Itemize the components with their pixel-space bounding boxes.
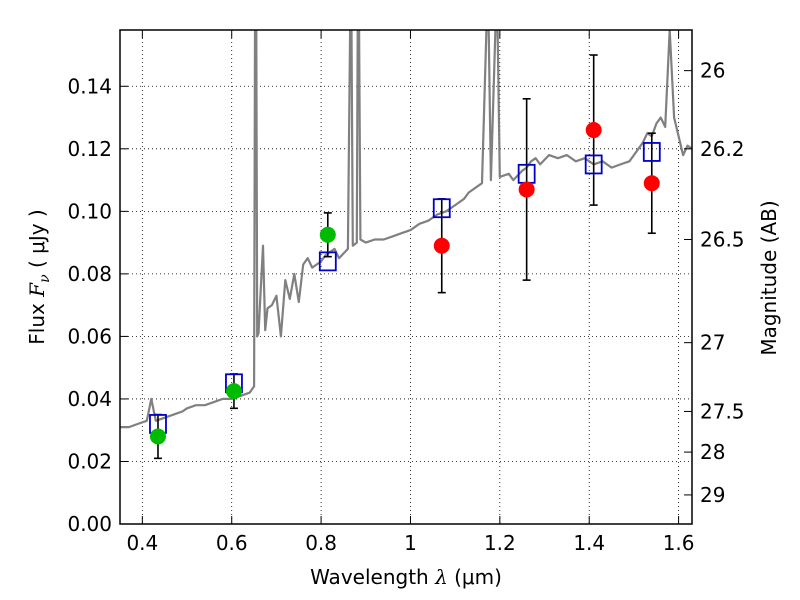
observed-point-red — [518, 181, 535, 198]
x-tick-label: 1.4 — [573, 531, 605, 555]
model-box-marker — [432, 198, 451, 219]
data-markers — [149, 122, 661, 445]
x-tick-label: 0.4 — [126, 531, 158, 555]
model-box-marker — [642, 142, 661, 162]
x-tick-label: 1.6 — [663, 531, 695, 555]
y-tick-label: 0.02 — [67, 449, 112, 473]
observed-point-red — [585, 122, 602, 139]
x-tick-label: 0.8 — [305, 531, 337, 555]
plot-frame — [119, 29, 693, 525]
x-tick-label: 1 — [404, 531, 417, 555]
model-box-marker — [584, 154, 603, 175]
y-tick-label: 0.04 — [67, 387, 112, 411]
observed-point-red — [643, 175, 660, 192]
y-tick-label: 0.06 — [67, 324, 112, 348]
model-spectrum — [120, 30, 692, 429]
y-right-tick-label: 27.5 — [700, 399, 745, 423]
y-tick-label: 0.08 — [67, 262, 112, 286]
x-tick-label: 1.2 — [484, 531, 516, 555]
y-axis-right-label: Magnitude (AB) — [757, 200, 781, 355]
y-right-tick-label: 29 — [700, 483, 725, 507]
y-axis-label: Flux Fν ( μJy ) — [25, 209, 53, 344]
observed-point-green — [319, 226, 336, 243]
observed-point-red — [433, 237, 450, 254]
grid-lines — [120, 30, 692, 524]
y-right-tick-label: 26.2 — [700, 137, 745, 161]
axis-ticks: 0.4 0.6 0.8 1 1.2 1.4 1.6 0.00 0.02 0.04 0.06 0.08 0… — [67, 30, 745, 555]
y-right-tick-label: 26.5 — [700, 227, 745, 251]
y-right-tick-label: 26 — [700, 59, 725, 83]
observed-point-green — [225, 383, 242, 400]
y-tick-label: 0.12 — [67, 137, 112, 161]
y-tick-label: 0.00 — [67, 512, 112, 536]
y-tick-label: 0.14 — [67, 74, 112, 98]
spectrum-line — [120, 30, 692, 429]
y-right-tick-label: 27 — [700, 331, 725, 355]
y-tick-label: 0.10 — [67, 199, 112, 223]
x-axis-label: Wavelength λ (μm) — [310, 565, 502, 589]
model-box-marker — [318, 251, 337, 272]
y-right-tick-label: 28 — [700, 440, 725, 464]
x-tick-label: 0.6 — [216, 531, 248, 555]
observed-point-green — [149, 428, 166, 445]
